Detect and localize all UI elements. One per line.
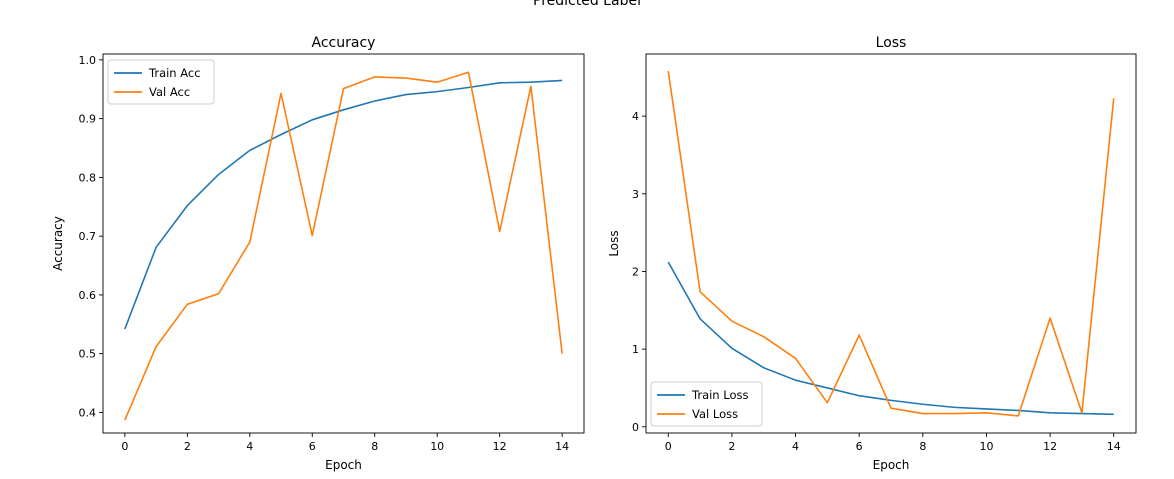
chart-1-y-tick-label: 0.7 (79, 230, 97, 243)
chart-1: Accuracy 0 2 4 6 8 10 12 14 0.4 0.5 0.6 0.7 0.8 0.9 1.0… (51, 35, 585, 472)
chart-2-series-1-line (667, 261, 1114, 416)
chart-1-legend-label-1: Train Acc (148, 66, 201, 80)
chart-1-x-axis-label: Epoch (325, 458, 362, 472)
chart-2-axes-frame (645, 53, 1137, 434)
chart-2-legend-label-1: Train Loss (691, 388, 748, 402)
chart-2-x-tick-label: 0 (665, 440, 672, 453)
chart-1-y-tick-label: 0.4 (79, 406, 97, 419)
chart-2-x-tick-label: 10 (979, 440, 993, 453)
chart-2-title: Loss (876, 35, 907, 51)
chart-1-y-tick-label: 0.6 (79, 289, 97, 302)
chart-2-y-tick-label: 1 (632, 343, 639, 356)
chart-1-x-tick-label: 12 (493, 440, 507, 453)
chart-1-legend-box (107, 59, 215, 105)
chart-2-x-tick-label: 6 (856, 440, 863, 453)
chart-2-y-tick-label: 4 (632, 110, 639, 123)
chart-2-legend-box (650, 381, 763, 427)
chart-1-x-tick-label: 14 (555, 440, 569, 453)
chart-2-y-tick-label: 3 (632, 188, 639, 201)
chart-1-y-tick-label: 1.0 (79, 54, 97, 67)
chart-2-x-tick-label: 4 (792, 440, 799, 453)
chart-1-y-tick-label: 0.8 (79, 171, 97, 184)
chart-2-x-tick-label: 8 (919, 440, 926, 453)
chart-2-x-axis-label: Epoch (873, 458, 910, 472)
chart-1-x-tick-label: 0 (121, 440, 128, 453)
chart-2-series-2-line (667, 70, 1115, 417)
chart-2-y-tick-label: 0 (632, 421, 639, 434)
chart-1-title: Accuracy (312, 35, 376, 51)
chart-2-y-axis-label: Loss (607, 230, 621, 256)
chart-2-x-tick-label: 14 (1107, 440, 1121, 453)
chart-1-x-tick-label: 4 (246, 440, 253, 453)
chart-2-y-tick-label: 2 (632, 265, 639, 278)
chart-1-series-1-line (124, 79, 563, 330)
chart-1-y-tick-label: 0.5 (79, 348, 97, 361)
chart-1-x-tick-label: 10 (430, 440, 444, 453)
chart-1-x-tick-label: 6 (309, 440, 316, 453)
chart-1-x-tick-label: 8 (371, 440, 378, 453)
chart-1-y-axis-label: Accuracy (51, 216, 65, 271)
chart-1-legend-label-2: Val Acc (149, 85, 190, 99)
chart-1-series-2-line (124, 71, 563, 421)
figure-suptitle: Predicted Label (533, 0, 641, 9)
chart-2-legend-label-2: Val Loss (692, 407, 738, 421)
chart-2-x-tick-label: 2 (728, 440, 735, 453)
chart-1-axes-frame (102, 53, 585, 434)
chart-2-x-tick-label: 12 (1043, 440, 1057, 453)
chart-1-x-tick-label: 2 (184, 440, 191, 453)
chart-1-y-tick-label: 0.9 (79, 113, 97, 126)
